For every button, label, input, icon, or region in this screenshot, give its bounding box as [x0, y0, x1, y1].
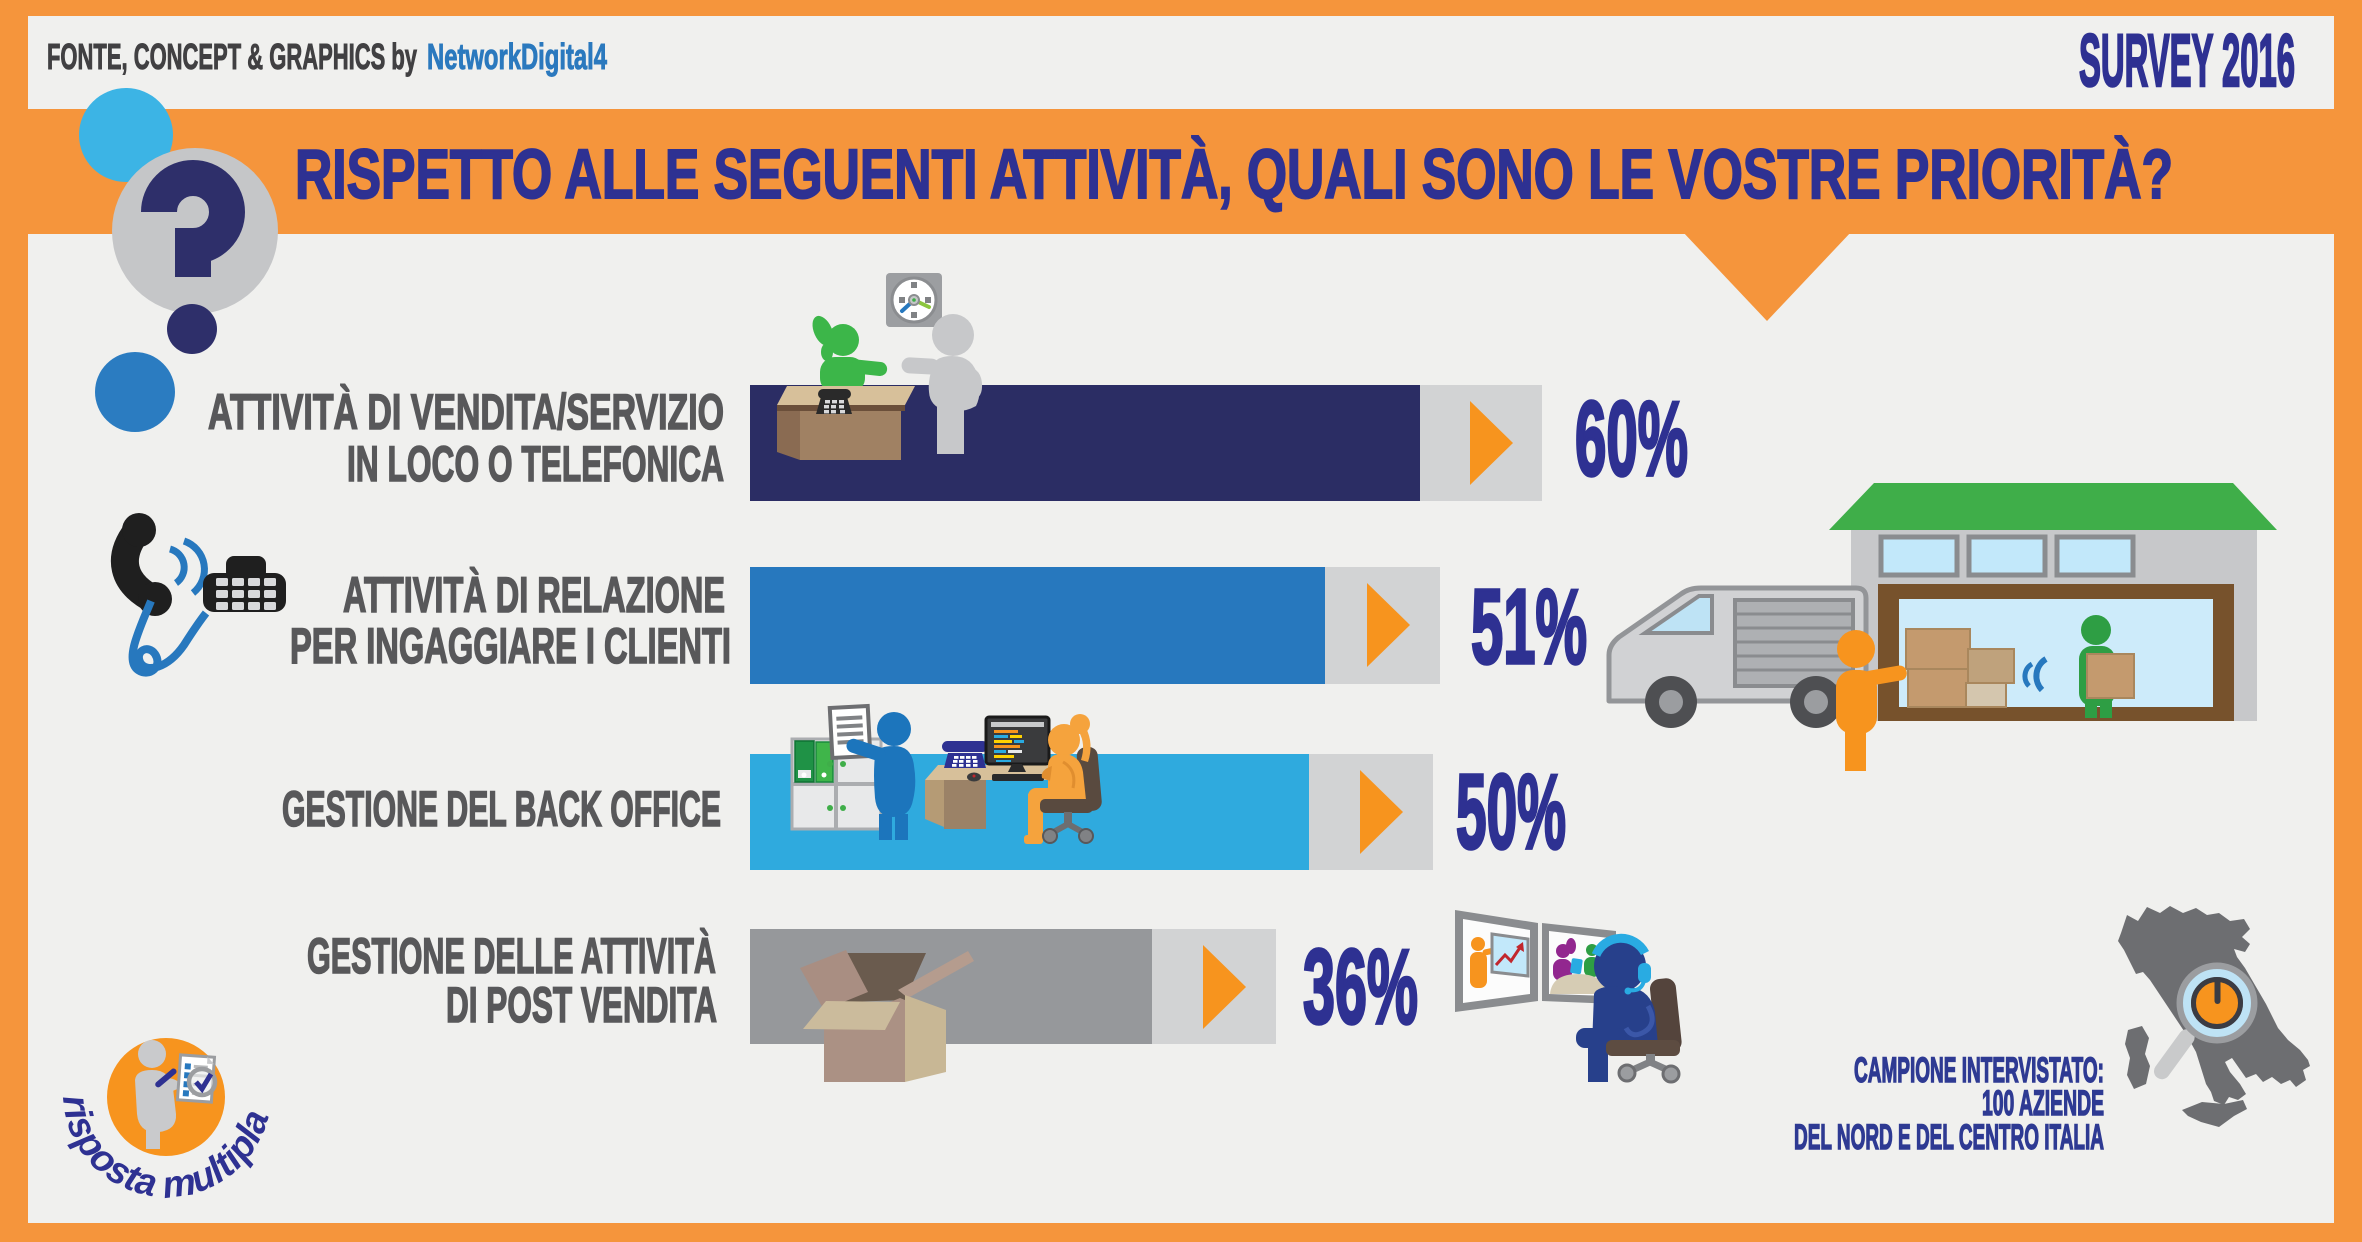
svg-text:ATTIVITÀ DI RELAZIONE: ATTIVITÀ DI RELAZIONE	[343, 567, 725, 623]
svg-text:FONTE, CONCEPT & GRAPHICS by: FONTE, CONCEPT & GRAPHICS by	[47, 36, 417, 77]
svg-text:IN LOCO O TELEFONICA: IN LOCO O TELEFONICA	[347, 436, 724, 492]
svg-text:GESTIONE DEL BACK OFFICE: GESTIONE DEL BACK OFFICE	[282, 781, 721, 837]
svg-text:60%: 60%	[1575, 380, 1688, 498]
svg-text:RISPETTO ALLE SEGUENTI ATTIVIT: RISPETTO ALLE SEGUENTI ATTIVITÀ, QUALI S…	[295, 135, 2173, 213]
svg-text:50%: 50%	[1456, 753, 1566, 871]
svg-text:36%: 36%	[1303, 928, 1418, 1046]
svg-text:PER INGAGGIARE I CLIENTI: PER INGAGGIARE I CLIENTI	[290, 618, 731, 674]
svg-text:DEL NORD E DEL CENTRO ITALIA: DEL NORD E DEL CENTRO ITALIA	[1794, 1118, 2104, 1157]
svg-text:CAMPIONE INTERVISTATO:: CAMPIONE INTERVISTATO:	[1854, 1051, 2104, 1090]
svg-text:ATTIVITÀ DI VENDITA/SERVIZIO: ATTIVITÀ DI VENDITA/SERVIZIO	[208, 384, 724, 440]
svg-text:100 AZIENDE: 100 AZIENDE	[1982, 1084, 2104, 1123]
svg-text:SURVEY 2016: SURVEY 2016	[2079, 19, 2295, 102]
svg-text:51%: 51%	[1471, 568, 1587, 686]
svg-text:GESTIONE DELLE ATTIVITÀ: GESTIONE DELLE ATTIVITÀ	[307, 928, 716, 984]
svg-text:NetworkDigital4: NetworkDigital4	[427, 36, 607, 77]
svg-text:DI POST VENDITA: DI POST VENDITA	[446, 977, 717, 1033]
